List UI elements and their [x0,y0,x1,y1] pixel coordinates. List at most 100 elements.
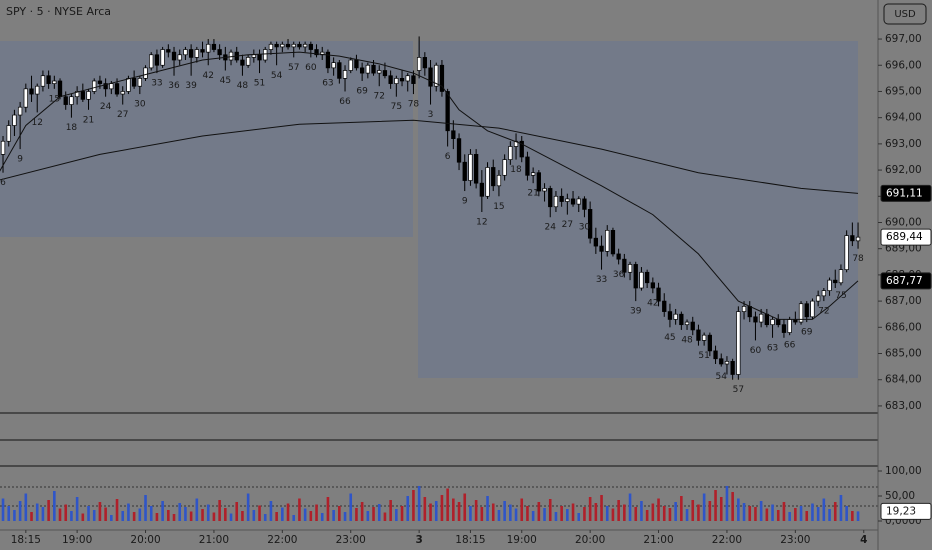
bar-number: 36 [168,81,180,91]
candle-body [297,43,302,48]
candle-body [371,64,376,74]
candle-body [302,43,308,48]
volume-bar [816,507,820,521]
candle-body [194,49,199,58]
volume-bar [856,511,860,521]
volume-bar [7,506,11,521]
moving-average [0,51,859,320]
volume-bar [64,504,68,521]
bar-number: 15 [49,94,60,104]
bar-number: 3 [428,110,434,120]
session-box [418,41,858,378]
candle-body [445,91,450,132]
volume-bar [566,509,569,521]
volume-bar [224,508,227,521]
candle-body [730,361,735,375]
candle-body [382,70,388,77]
volume-bar [486,496,489,521]
bar-number: 30 [579,223,591,233]
volume-bar [514,508,518,521]
volume-bar [320,513,324,521]
candle-body [701,334,707,341]
volume-bar [640,501,643,521]
candle-body [6,125,11,142]
bar-number: 9 [462,197,468,207]
volume-bar [201,509,204,521]
x-tick-label: 22:00 [712,534,742,546]
x-tick-label: 19:00 [62,534,92,546]
bar-number: 36 [613,270,625,280]
candle-body [662,300,667,312]
candle-body [707,334,712,352]
bar-number: 69 [801,328,813,338]
candle-body [131,78,137,87]
volume-bar [554,512,558,521]
volume-bar [132,512,136,521]
volume-bar [263,514,267,521]
volume-bar [47,500,50,521]
volume-bar [395,509,398,521]
candle-body [422,57,427,69]
currency-button[interactable] [883,3,927,25]
bar-number: 33 [596,275,607,285]
volume-bar [509,504,512,521]
bar-number: 21 [527,189,538,199]
volume-bar [360,502,364,521]
candle-body [468,154,473,181]
candle-body [80,91,85,100]
volume-bar [719,497,723,521]
candle-body [565,198,570,202]
currency-label[interactable]: USD [894,9,916,20]
x-tick-label: 20:00 [575,534,605,546]
volume-bar [634,507,638,521]
price-tag [880,184,932,202]
candle-body [770,319,775,326]
volume-bar [121,511,125,521]
price-tag-label: 691,11 [886,187,923,199]
y-tick-label: 697,00 [885,33,922,45]
candle-body [610,229,616,255]
volume-bar [155,513,159,521]
volume-bar [799,506,803,521]
volume-bar [35,503,39,521]
candle-body [787,319,792,333]
y-tick-label: 683,00 [885,400,922,412]
bar-number: 24 [100,102,112,112]
bar-number: 39 [630,307,642,317]
bar-number: 27 [562,220,573,230]
candle-body [97,80,103,84]
candle-body [616,253,621,260]
bar-number: 30 [134,100,146,110]
volume-bar [298,498,301,521]
volume-bar [252,510,256,521]
volume-bar [594,503,598,521]
candle-body [451,130,456,139]
bar-number: 18 [66,123,78,133]
bar-number: 33 [151,79,162,89]
volume-bar [503,501,506,521]
candle-body [211,43,217,50]
candle-body [713,350,718,360]
candle-body [639,271,644,289]
candle-body [365,64,370,74]
volume-bar [246,493,250,521]
candle-body [331,62,336,69]
candle-body [548,188,553,208]
volume-bar [366,511,370,521]
volume-bar [600,495,603,521]
volume-bar [531,511,535,521]
candle-body [741,305,747,312]
volume-bar [429,503,432,521]
candle-body [810,300,815,318]
volume-bar [680,496,683,521]
bar-number: 45 [664,333,675,343]
bar-number: 18 [510,165,522,175]
volume-bar [754,507,757,521]
candle-body [23,88,28,108]
candle-body [798,303,804,323]
volume-bar [349,493,353,521]
candle-body [416,57,422,71]
bar-number: 45 [220,76,231,86]
volume-bar [372,507,375,521]
candle-body [35,85,40,95]
